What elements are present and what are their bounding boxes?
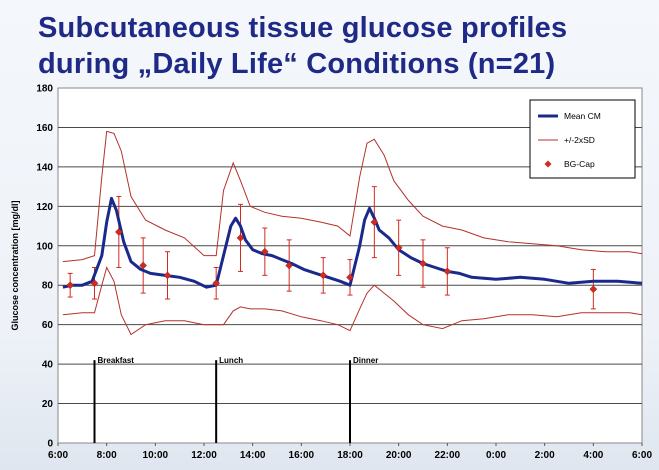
y-axis-label: Glucose concentration [mg/dl] bbox=[10, 200, 20, 330]
bgcap-point bbox=[66, 281, 75, 290]
legend-label: +/-2xSD bbox=[564, 135, 595, 145]
legend-swatch-bgcap bbox=[544, 160, 552, 168]
bgcap-point bbox=[114, 228, 123, 236]
bgcap-point bbox=[370, 218, 379, 226]
y-tick-label: 40 bbox=[42, 360, 54, 371]
bgcap-point bbox=[419, 259, 427, 268]
mean-cm-line bbox=[62, 196, 643, 289]
bgcap-point bbox=[346, 273, 354, 282]
x-tick-label: 6:00 bbox=[632, 450, 652, 461]
x-tick-label: 6:00 bbox=[48, 450, 68, 461]
legend-label: BG-Cap bbox=[564, 159, 595, 169]
y-tick-label: 120 bbox=[36, 202, 53, 213]
x-tick-label: 20:00 bbox=[386, 450, 412, 461]
bgcap-point bbox=[589, 285, 598, 294]
y-tick-label: 140 bbox=[36, 162, 53, 173]
bgcap-point bbox=[236, 234, 245, 242]
x-tick-label: 10:00 bbox=[143, 450, 169, 461]
x-tick-label: 14:00 bbox=[240, 450, 266, 461]
y-tick-label: 180 bbox=[36, 84, 53, 95]
bgcap-point bbox=[394, 243, 403, 252]
x-tick-label: 12:00 bbox=[191, 450, 217, 461]
y-tick-label: 20 bbox=[42, 399, 54, 410]
bgcap-point bbox=[139, 261, 148, 270]
x-tick-label: 18:00 bbox=[337, 450, 363, 461]
y-tick-label: 0 bbox=[47, 439, 53, 450]
bgcap-point bbox=[212, 279, 221, 288]
sd-upper-line bbox=[62, 130, 643, 263]
bgcap-point bbox=[443, 267, 452, 276]
x-tick-label: 16:00 bbox=[289, 450, 315, 461]
y-tick-label: 60 bbox=[42, 320, 54, 331]
bgcap-point bbox=[260, 247, 269, 256]
x-tick-label: 8:00 bbox=[97, 450, 117, 461]
bgcap-point bbox=[163, 271, 172, 280]
meal-marker-label: Lunch bbox=[219, 356, 243, 365]
page-title: Subcutaneous tissue glucose profiles dur… bbox=[38, 10, 648, 82]
y-tick-label: 100 bbox=[36, 241, 53, 252]
legend-label: Mean CM bbox=[564, 111, 601, 121]
bgcap-point bbox=[319, 271, 328, 280]
x-tick-label: 22:00 bbox=[435, 450, 461, 461]
x-tick-label: 2:00 bbox=[535, 450, 555, 461]
y-tick-label: 160 bbox=[36, 123, 53, 134]
title-line-2: during „Daily Life“ Conditions (n=21) bbox=[38, 48, 556, 80]
legend-box bbox=[529, 99, 636, 179]
title-line-1: Subcutaneous tissue glucose profiles bbox=[38, 12, 568, 44]
x-tick-label: 4:00 bbox=[583, 450, 603, 461]
x-tick-label: 0:00 bbox=[486, 450, 506, 461]
bgcap-point bbox=[90, 279, 99, 288]
meal-marker-label: Breakfast bbox=[98, 356, 135, 365]
bgcap-point bbox=[285, 261, 294, 270]
meal-marker-label: Dinner bbox=[353, 356, 378, 365]
y-tick-label: 80 bbox=[42, 281, 54, 292]
sd-lower-line bbox=[62, 266, 643, 336]
